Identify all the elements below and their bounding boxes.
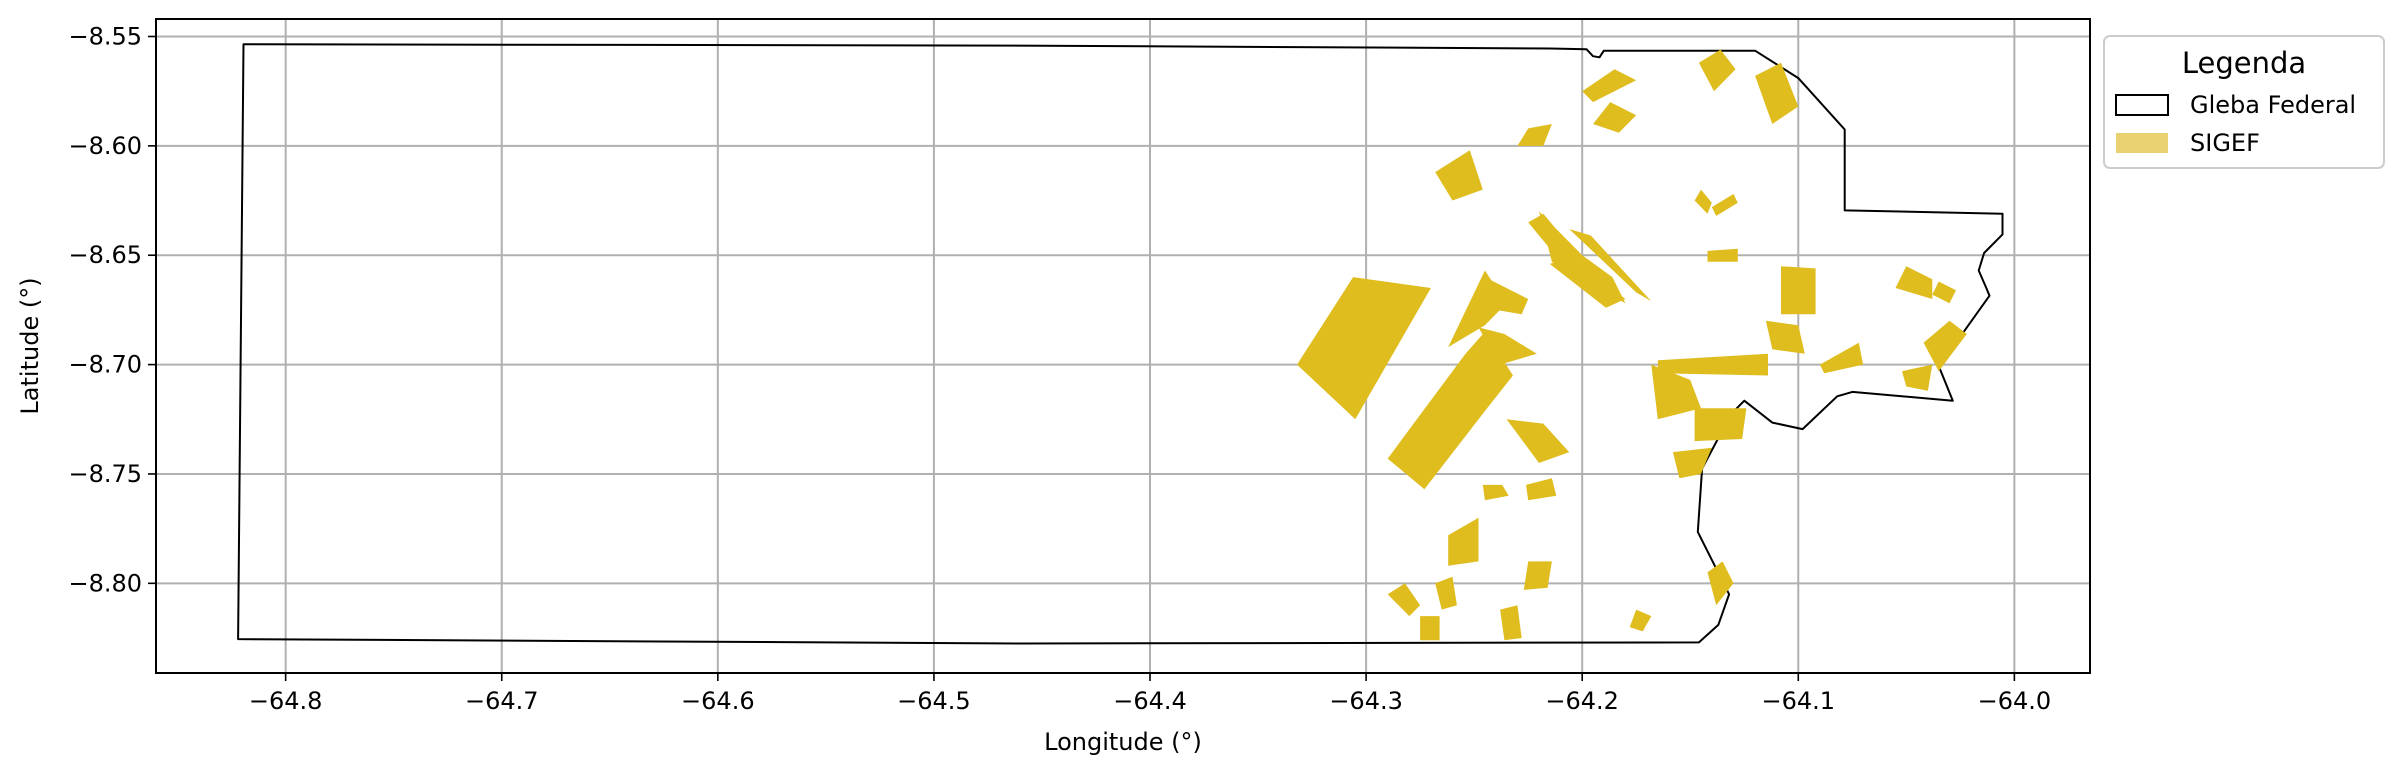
y-tick-label: −8.80 [68,569,142,597]
y-tick-label: −8.60 [68,132,142,160]
x-tick-label: −64.5 [897,687,971,715]
x-tick-label: −64.2 [1545,687,1619,715]
x-tick-label: −64.0 [1978,687,2052,715]
legend-label-sigef: SIGEF [2190,129,2260,157]
sigef-parcel [1524,561,1552,590]
legend: Legenda Gleba Federal SIGEF [2104,36,2384,168]
y-tick-label: −8.55 [68,22,142,50]
legend-swatch-sigef [2116,133,2168,153]
x-tick-label: −64.6 [681,687,755,715]
x-tick-label: −64.1 [1762,687,1836,715]
x-axis-title: Longitude (°) [1044,728,1202,756]
y-tick-label: −8.65 [68,241,142,269]
x-tick-label: −64.4 [1113,687,1187,715]
x-tick-label: −64.3 [1329,687,1403,715]
legend-label-gleba-federal: Gleba Federal [2190,91,2356,119]
y-tick-label: −8.75 [68,460,142,488]
sigef-parcel [1695,408,1747,441]
sigef-parcel [1420,616,1440,640]
legend-title: Legenda [2182,46,2306,80]
y-axis-title: Latitude (°) [16,277,44,414]
x-tick-label: −64.7 [465,687,539,715]
y-tick-label: −8.70 [68,351,142,379]
sigef-parcel [1781,266,1816,314]
x-tick-label: −64.8 [249,687,323,715]
sigef-parcel [1708,249,1738,262]
